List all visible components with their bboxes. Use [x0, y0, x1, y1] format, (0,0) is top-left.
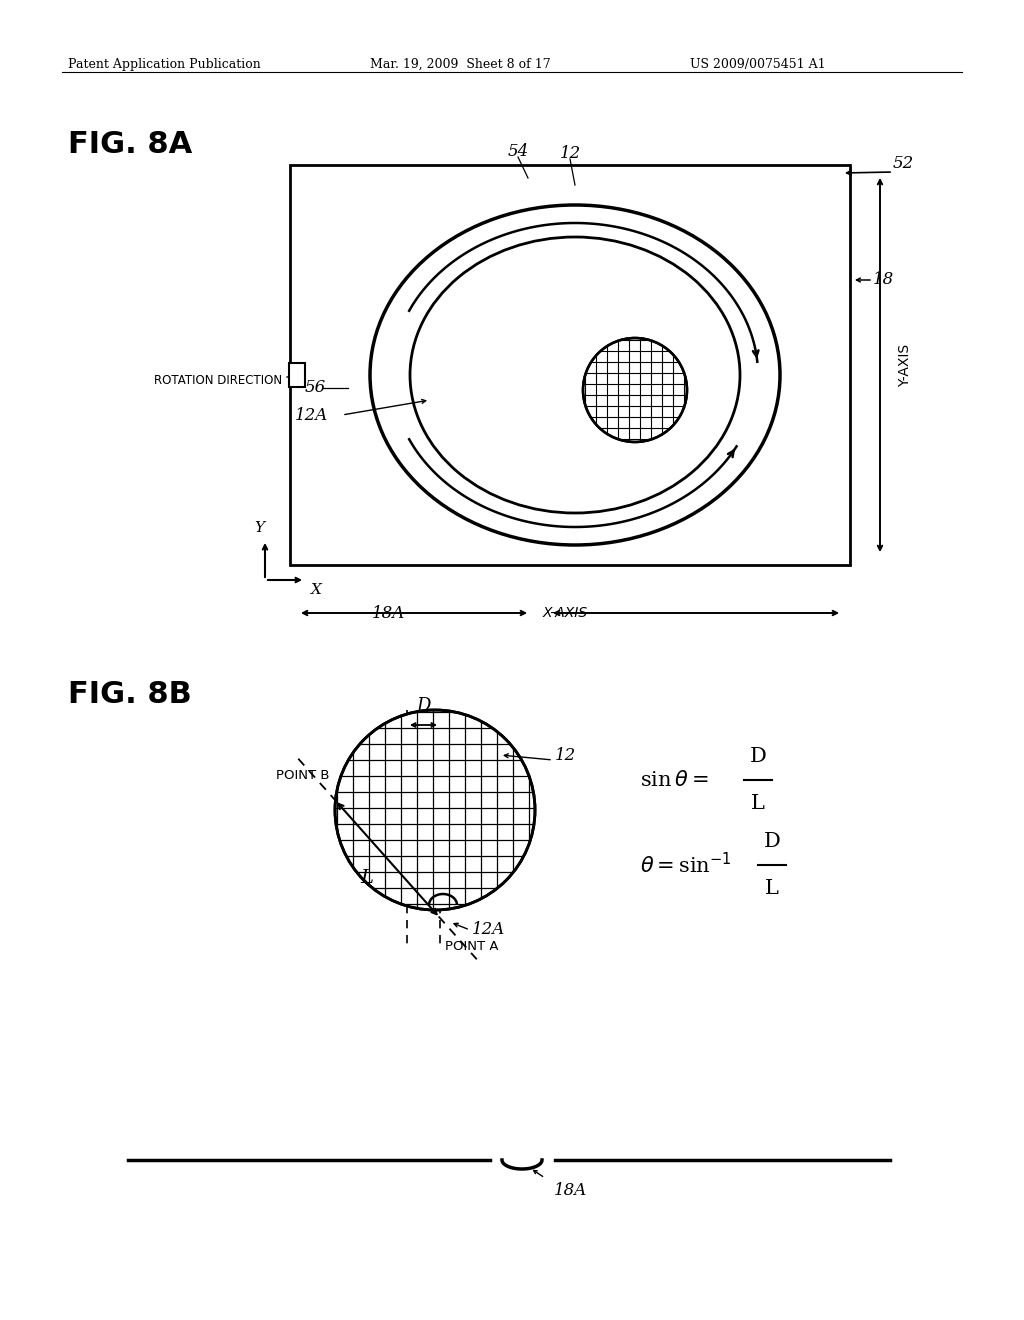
Text: 56: 56 — [305, 380, 327, 396]
Text: Patent Application Publication: Patent Application Publication — [68, 58, 261, 71]
Text: 18A: 18A — [372, 605, 404, 622]
Text: Y: Y — [254, 521, 264, 535]
Text: POINT B: POINT B — [276, 770, 330, 781]
Ellipse shape — [583, 338, 687, 442]
Text: 18A: 18A — [553, 1181, 587, 1199]
Text: $\theta =\mathregular{sin}^{-1}$: $\theta =\mathregular{sin}^{-1}$ — [640, 853, 731, 878]
Ellipse shape — [335, 710, 535, 909]
Text: L: L — [765, 879, 779, 898]
Text: POINT A: POINT A — [445, 940, 499, 953]
Text: L: L — [360, 869, 373, 887]
Bar — [290, 165, 850, 565]
Text: 12: 12 — [559, 145, 581, 162]
Text: Mar. 19, 2009  Sheet 8 of 17: Mar. 19, 2009 Sheet 8 of 17 — [370, 58, 551, 71]
Text: FIG. 8A: FIG. 8A — [68, 129, 193, 158]
Text: L: L — [751, 795, 765, 813]
Text: Y-AXIS: Y-AXIS — [898, 343, 912, 387]
Text: 18: 18 — [873, 272, 894, 289]
Text: FIG. 8B: FIG. 8B — [68, 680, 191, 709]
Text: 12A: 12A — [472, 921, 505, 939]
Text: D: D — [750, 747, 766, 766]
Text: ROTATION DIRECTION: ROTATION DIRECTION — [154, 374, 282, 387]
Text: D: D — [764, 832, 780, 851]
Text: X: X — [311, 583, 322, 597]
Bar — [289, 363, 305, 387]
Text: 52: 52 — [893, 154, 914, 172]
Text: $\mathregular{sin}\,\theta =$: $\mathregular{sin}\,\theta =$ — [640, 770, 709, 789]
Text: 12: 12 — [555, 747, 577, 763]
Text: D: D — [417, 697, 431, 715]
Text: 12A: 12A — [295, 407, 329, 424]
Text: 54: 54 — [507, 143, 528, 160]
Text: US 2009/0075451 A1: US 2009/0075451 A1 — [690, 58, 825, 71]
Text: X-AXIS: X-AXIS — [543, 606, 588, 620]
